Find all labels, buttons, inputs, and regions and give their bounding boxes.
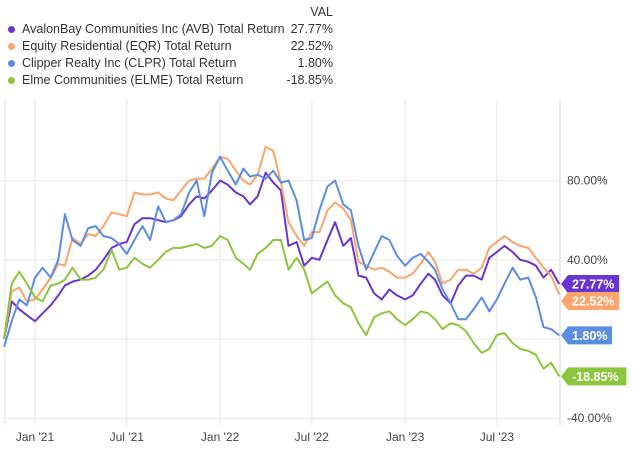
- end-value-flag: [561, 275, 620, 294]
- y-tick-label: 80.00%: [567, 174, 608, 188]
- legend-label: Clipper Realty Inc (CLPR) Total Return: [22, 56, 237, 70]
- legend-item-elme[interactable]: Elme Communities (ELME) Total Return -18…: [8, 72, 333, 89]
- legend-value: 22.52%: [290, 39, 333, 53]
- x-tick-label: Jul '22: [295, 430, 330, 444]
- end-value-label: 1.80%: [572, 329, 607, 343]
- legend-item-eqr[interactable]: Equity Residential (EQR) Total Return 22…: [8, 38, 333, 55]
- legend-value: 1.80%: [297, 56, 333, 70]
- series-dot-icon: [8, 77, 15, 84]
- x-tick-label: Jan '22: [201, 430, 240, 444]
- legend-label: Equity Residential (EQR) Total Return: [22, 39, 232, 53]
- series-line-0: [3, 171, 561, 340]
- end-value-flag: [561, 292, 620, 311]
- y-tick-label: -40.00%: [567, 411, 612, 425]
- legend-value: -18.85%: [286, 73, 333, 87]
- x-tick-label: Jan '21: [16, 430, 55, 444]
- legend-value: 27.77%: [290, 22, 333, 36]
- legend-label: AvalonBay Communities Inc (AVB) Total Re…: [22, 22, 285, 36]
- x-tick-label: Jan '23: [386, 430, 425, 444]
- legend-item-avb[interactable]: AvalonBay Communities Inc (AVB) Total Re…: [8, 21, 333, 38]
- x-tick-label: Jul '21: [110, 430, 145, 444]
- end-value-label: 27.77%: [572, 278, 614, 292]
- series-dot-icon: [8, 60, 15, 67]
- end-value-label: -18.85%: [572, 370, 619, 384]
- y-tick-label: 40.00%: [567, 253, 608, 267]
- legend-label: Elme Communities (ELME) Total Return: [22, 73, 244, 87]
- end-value-flag: [561, 326, 612, 345]
- series-line-3: [3, 235, 561, 377]
- legend-item-clpr[interactable]: Clipper Realty Inc (CLPR) Total Return 1…: [8, 55, 333, 72]
- end-value-label: 22.52%: [572, 295, 614, 309]
- series-line-2: [3, 155, 560, 348]
- legend-header: VAL: [310, 5, 333, 19]
- legend: VAL AvalonBay Communities Inc (AVB) Tota…: [8, 4, 333, 89]
- x-tick-label: Jul '23: [480, 430, 515, 444]
- series-dot-icon: [8, 26, 15, 33]
- series-dot-icon: [8, 43, 15, 50]
- end-value-flag: [561, 367, 627, 386]
